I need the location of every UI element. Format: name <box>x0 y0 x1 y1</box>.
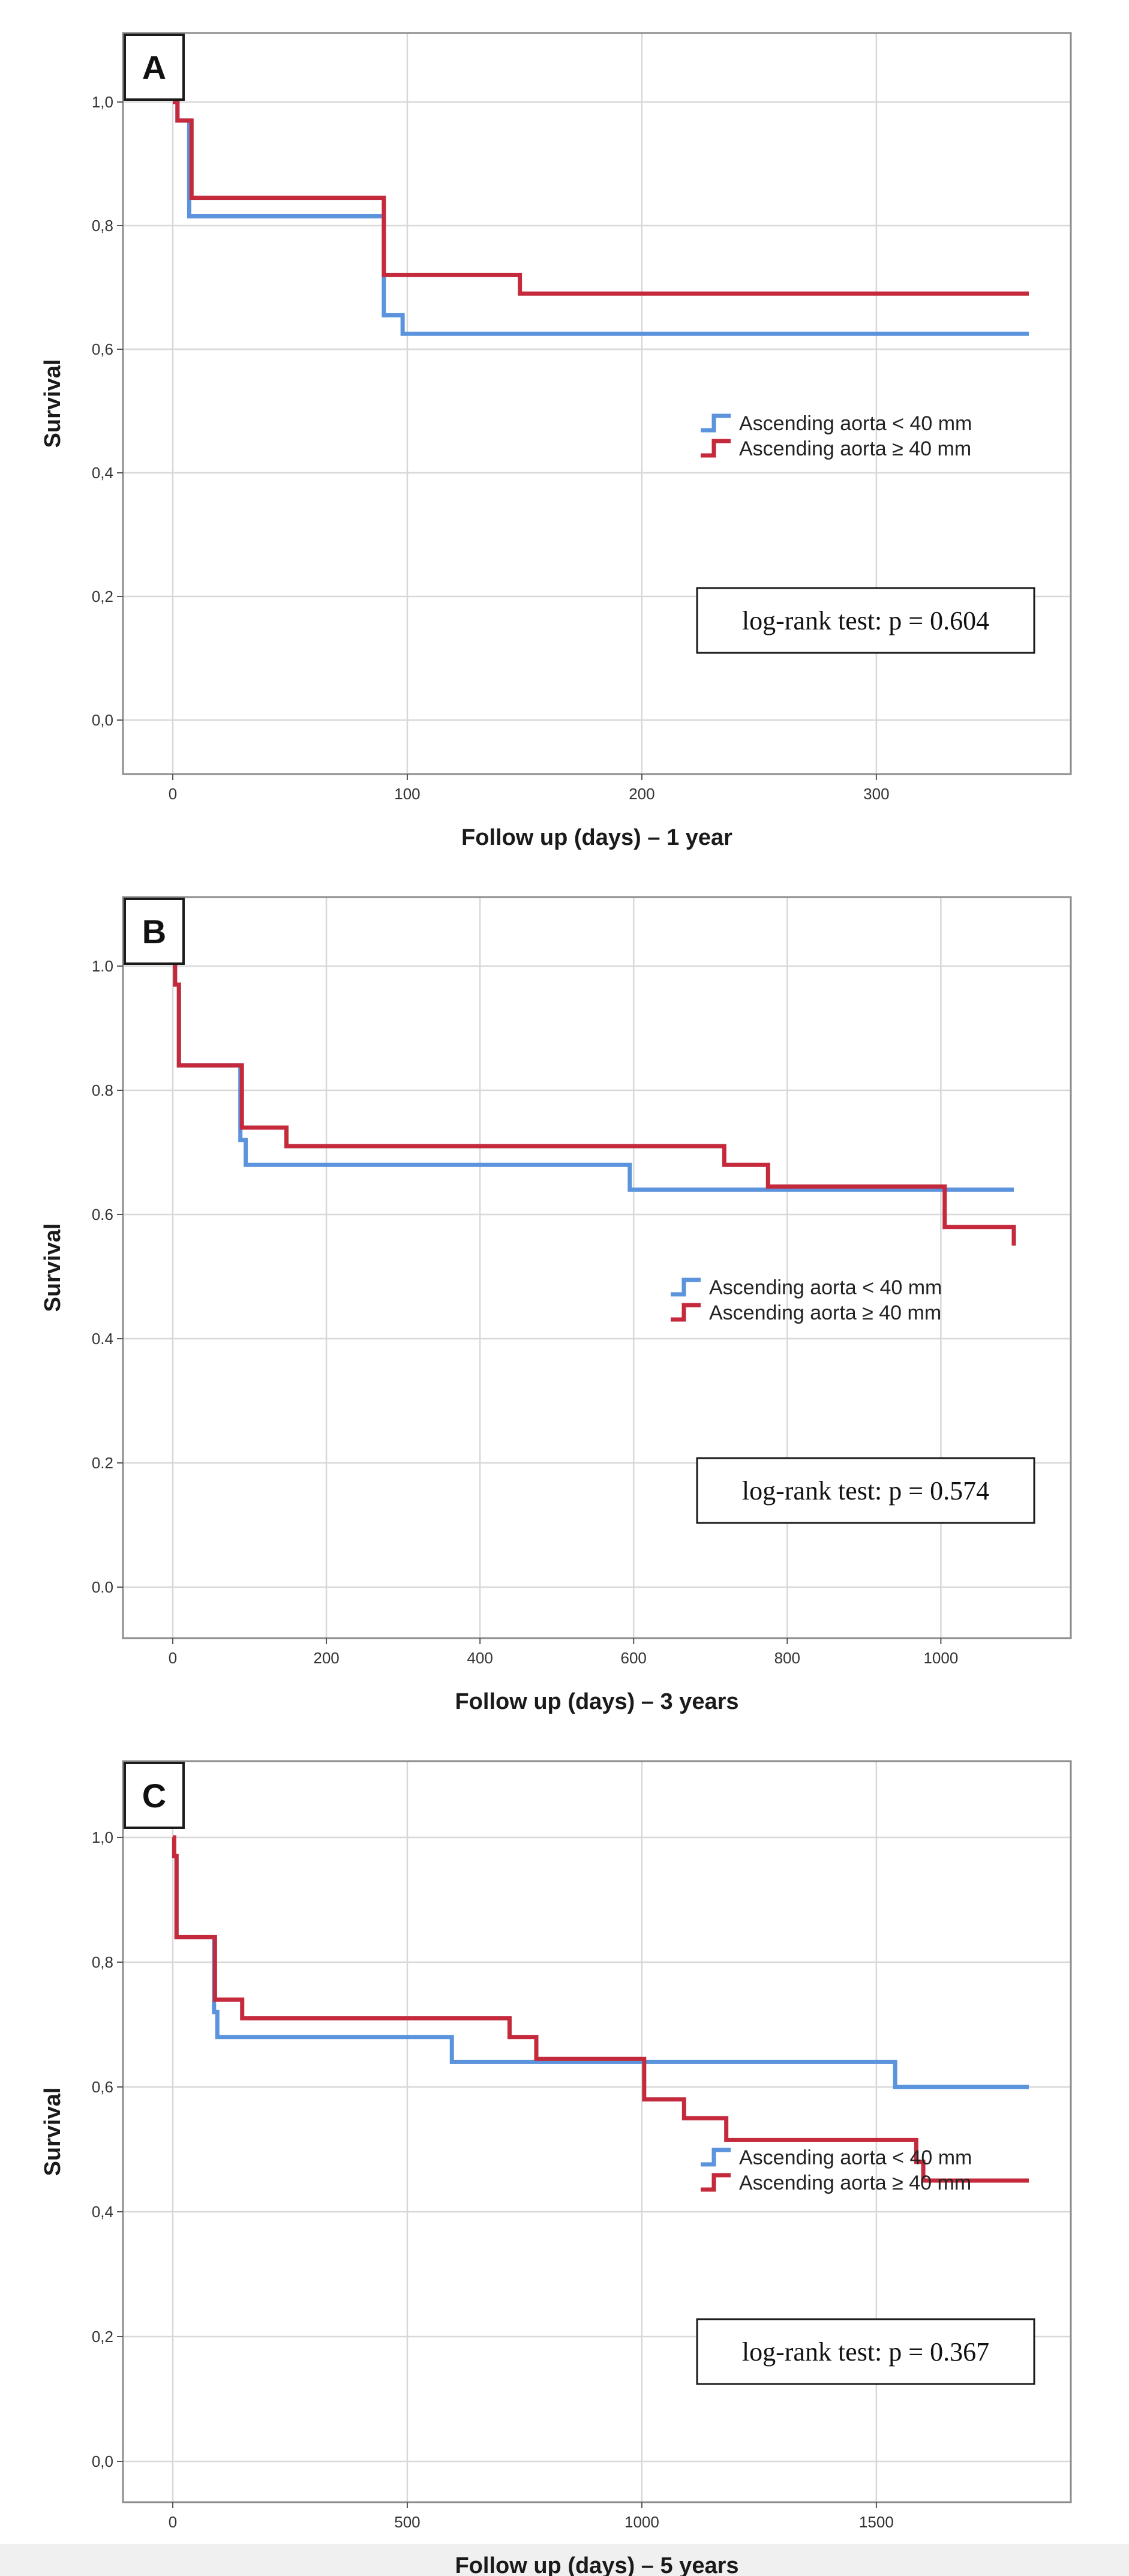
curve-large-aorta-c <box>172 1835 1029 2183</box>
x-tick-label-b-3: 600 <box>621 1649 647 1667</box>
y-tick-label-b-2: 0.4 <box>92 1330 113 1348</box>
x-tick-label-b-1: 200 <box>313 1649 339 1667</box>
axis-ticks-a: 0,0 0,2 0,4 0,6 0,8 1,0 0 100 200 300 <box>92 93 890 803</box>
panel-label-a: A <box>142 49 166 86</box>
y-tick-label-a-2: 0,4 <box>92 464 113 482</box>
y-tick-label-a-4: 0,8 <box>92 217 113 235</box>
x-tick-label-b-2: 400 <box>467 1649 493 1667</box>
curves-a <box>173 100 1029 336</box>
logrank-box-b <box>696 1457 1035 1524</box>
curve-small-aorta-b <box>173 964 1014 1192</box>
grid-a <box>123 33 1071 774</box>
legend-symbol-small-aorta-b <box>671 1277 701 1297</box>
x-tick-label-b-0: 0 <box>169 1649 177 1667</box>
y-tick-label-b-4: 0.8 <box>92 1081 113 1099</box>
y-tick-label-c-1: 0,2 <box>92 2328 113 2346</box>
x-tick-label-b-4: 800 <box>774 1649 800 1667</box>
grid-c <box>123 1761 1071 2502</box>
y-tick-label-b-5: 1.0 <box>92 957 113 975</box>
y-tick-label-b-0: 0.0 <box>92 1578 113 1596</box>
panel-label-c: C <box>142 1777 166 1815</box>
legend-c: Ascending aorta < 40 mm Ascending aorta … <box>701 2146 972 2194</box>
y-tick-label-c-4: 0,8 <box>92 1953 113 1971</box>
plot-frame-a <box>122 32 1072 775</box>
curves-c <box>172 1835 1029 2183</box>
legend-label-small-aorta-b: Ascending aorta < 40 mm <box>709 1276 942 1299</box>
panel-label-b: B <box>142 913 166 950</box>
panel-label-box-a <box>124 34 185 101</box>
x-tick-label-a-3: 300 <box>863 785 889 803</box>
legend-b: Ascending aorta < 40 mm Ascending aorta … <box>671 1276 942 1324</box>
y-tick-label-c-0: 0,0 <box>92 2452 113 2470</box>
y-tick-label-c-5: 1,0 <box>92 1828 113 1846</box>
legend-label-small-aorta-a: Ascending aorta < 40 mm <box>739 412 972 435</box>
legend-a: Ascending aorta < 40 mm Ascending aorta … <box>701 412 972 460</box>
legend-symbol-large-aorta-a <box>701 439 731 458</box>
legend-symbol-small-aorta-c <box>701 2148 731 2167</box>
km-chart-b: 0.0 0.2 0.4 0.6 0.8 1.0 0 200 400 600 800 1000 Surv… <box>40 896 1072 1714</box>
logrank-box-c <box>696 2318 1035 2385</box>
grid-b <box>123 897 1071 1638</box>
legend-label-large-aorta-b: Ascending aorta ≥ 40 mm <box>709 1302 941 1324</box>
x-axis-title-c: Follow up (days) – 5 years <box>455 2553 738 2576</box>
x-tick-label-c-1: 500 <box>394 2513 420 2531</box>
legend-label-small-aorta-c: Ascending aorta < 40 mm <box>739 2146 972 2169</box>
bottom-band <box>0 2544 1129 2576</box>
y-tick-label-c-3: 0,6 <box>92 2078 113 2096</box>
y-tick-label-a-0: 0,0 <box>92 711 113 729</box>
y-tick-label-a-1: 0,2 <box>92 587 113 605</box>
axis-ticks-c: 0,0 0,2 0,4 0,6 0,8 1,0 0 500 1000 1500 <box>92 1828 894 2531</box>
legend-symbol-large-aorta-b <box>671 1303 701 1322</box>
legend-label-large-aorta-a: Ascending aorta ≥ 40 mm <box>739 437 971 460</box>
panel-label-box-b <box>124 898 185 965</box>
curves-b <box>173 964 1016 1246</box>
x-tick-label-c-2: 1000 <box>624 2513 659 2531</box>
legend-symbol-small-aorta-a <box>701 413 731 433</box>
x-tick-label-a-0: 0 <box>169 785 177 803</box>
plot-frame-c <box>122 1760 1072 2503</box>
km-chart-a: 0,0 0,2 0,4 0,6 0,8 1,0 0 100 200 300 Survival Fo… <box>40 32 1072 850</box>
logrank-text-a: log-rank test: p = 0.604 <box>742 606 989 635</box>
x-tick-label-b-5: 1000 <box>923 1649 958 1667</box>
plot-frame-b <box>122 896 1072 1639</box>
curve-large-aorta-b <box>173 964 1016 1246</box>
legend-symbol-large-aorta-c <box>701 2173 731 2192</box>
axis-ticks-b: 0.0 0.2 0.4 0.6 0.8 1.0 0 200 400 600 800 1000 <box>92 957 958 1667</box>
x-tick-label-c-3: 1500 <box>859 2513 894 2531</box>
logrank-box-a <box>696 587 1035 654</box>
y-tick-label-b-3: 0.6 <box>92 1205 113 1223</box>
x-axis-title-b: Follow up (days) – 3 years <box>455 1689 738 1714</box>
logrank-text-b: log-rank test: p = 0.574 <box>742 1476 989 1506</box>
x-tick-label-c-0: 0 <box>169 2513 177 2531</box>
y-tick-label-c-2: 0,4 <box>92 2203 113 2221</box>
y-axis-title-a: Survival <box>40 359 65 448</box>
km-chart-c: 0,00,20,40,60,81,00 500 1000 1500 Survival … <box>40 1760 1072 2576</box>
x-axis-title-a: Follow up (days) – 1 year <box>461 825 732 850</box>
y-axis-title-c: Survival <box>40 2088 65 2176</box>
y-axis-title-b: Survival <box>40 1223 65 1312</box>
curve-large-aorta-a <box>173 100 1029 296</box>
y-tick-label-b-1: 0.2 <box>92 1454 113 1472</box>
y-tick-label-a-3: 0,6 <box>92 340 113 358</box>
y-tick-label-a-5: 1,0 <box>92 93 113 111</box>
logrank-text-c: log-rank test: p = 0.367 <box>742 2337 989 2367</box>
legend-label-large-aorta-c: Ascending aorta ≥ 40 mm <box>739 2172 971 2194</box>
curve-small-aorta-a <box>173 100 1029 336</box>
panel-label-box-c <box>124 1762 185 1829</box>
x-tick-label-a-1: 100 <box>394 785 420 803</box>
x-tick-label-a-2: 200 <box>629 785 654 803</box>
